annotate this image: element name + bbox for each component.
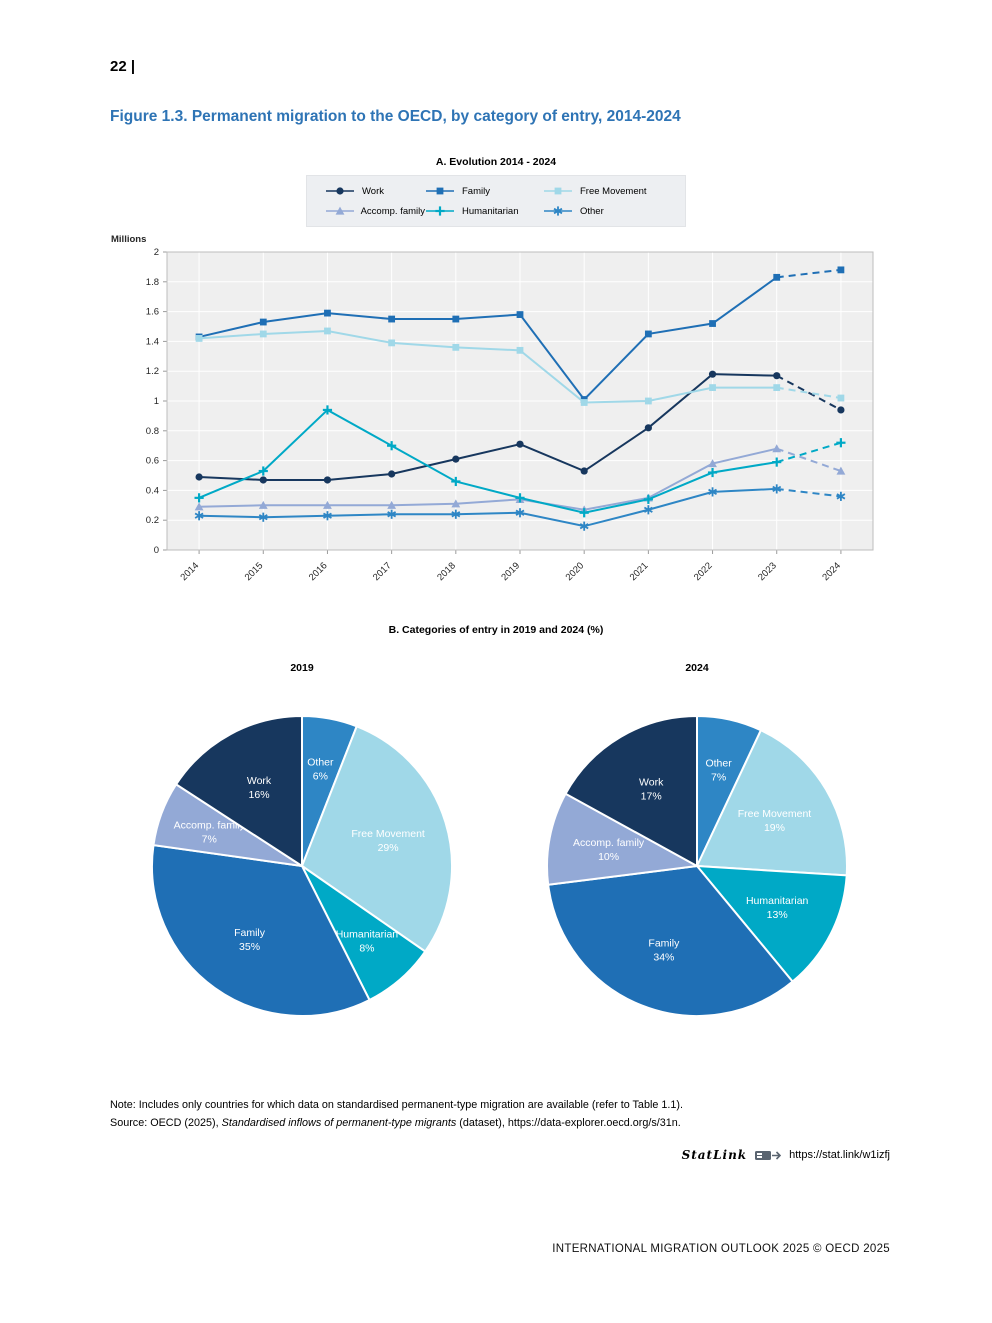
chart-legend: Work Family Free Movement Accomp. family Hum…	[306, 175, 686, 227]
figure-notes: Note: Includes only countries for which …	[110, 1096, 895, 1133]
x-tick-label: 2019	[499, 560, 522, 583]
y-tick-label: 1.6	[146, 307, 159, 318]
y-tick-label: 0.8	[146, 426, 159, 437]
pie-slice-free-movement	[300, 725, 453, 953]
legend-label: Other	[580, 205, 604, 217]
pie-slice-label-accomp-family: Accomp. family 7%	[174, 819, 246, 845]
y-tick-label: 0.6	[146, 456, 159, 467]
x-tick-label: 2020	[564, 560, 587, 583]
x-tick-label: 2016	[307, 560, 330, 583]
y-tick-label: 1.2	[146, 366, 159, 377]
source-suffix: (dataset), https://data-explorer.oecd.or…	[456, 1117, 681, 1130]
pie-slice-family	[547, 864, 795, 1017]
pie-chart-2024: Other 7%Free Movement 19% Humanitarian 13% Fa…	[546, 714, 848, 1017]
square-marker-icon	[426, 187, 454, 195]
x-tick-label: 2015	[243, 560, 266, 583]
pie-slice-label-other: Other 7%	[705, 757, 732, 783]
legend-item-other: Other	[543, 205, 667, 217]
series-projection-family	[776, 268, 842, 279]
legend-label: Free Movement	[580, 185, 647, 197]
legend-label: Family	[462, 185, 490, 197]
x-tick-label: 2017	[371, 560, 394, 583]
legend-item-family: Family	[425, 185, 543, 197]
asterisk-marker-icon	[544, 206, 572, 216]
series-projection-other	[776, 487, 842, 498]
source-prefix: Source: OECD (2025),	[110, 1117, 222, 1130]
y-tick-label: 0.4	[146, 485, 159, 496]
figure-title: Figure 1.3. Permanent migration to the O…	[110, 108, 681, 125]
x-tick-label: 2021	[628, 560, 651, 583]
pie-slice-accomp-family	[546, 792, 701, 886]
pie-slice-label-free-movement: Free Movement 19%	[738, 808, 812, 834]
panel-a-title: A. Evolution 2014 - 2024	[435, 156, 557, 168]
pie-slice-label-work: Work 16%	[247, 775, 272, 801]
pie-slice-free-movement	[695, 728, 848, 877]
series-line-accomp-family	[199, 447, 777, 511]
y-tick-label: 2	[154, 247, 159, 258]
pie-chart-2019-block: 2019 Other 6% Free Movement 29% Humanitarian…	[142, 662, 462, 1031]
x-tick-label: 2022	[692, 560, 715, 583]
pie-slice-label-family: Family 35%	[234, 927, 266, 953]
running-footer: INTERNATIONAL MIGRATION OUTLOOK 2025 © O…	[552, 1243, 890, 1255]
series-line-other	[199, 487, 777, 528]
series-line-humanitarian	[198, 408, 777, 514]
series-line-family	[198, 276, 778, 402]
page-number: 22 |	[110, 58, 136, 75]
pie-slice-label-free-movement: Free Movement 29%	[351, 828, 425, 854]
pie-slice-family	[151, 843, 371, 1017]
legend-item-accomp-family: Accomp. family	[325, 205, 425, 217]
x-tick-label: 2014	[178, 560, 201, 583]
y-tick-label: 0	[154, 545, 159, 556]
series-line-work	[199, 373, 777, 481]
pie-slice-label-family: Family 34%	[648, 938, 680, 964]
y-tick-label: 1.4	[146, 336, 159, 347]
note-text: Note: Includes only countries for which …	[110, 1099, 683, 1111]
pie-chart-2024-block: 2024 Other 7% Free Movement 19% Humanitarian…	[537, 662, 857, 1031]
series-projection-free-movement	[776, 386, 842, 400]
source-line: Source: OECD (2025), Standardised inflow…	[110, 1114, 895, 1132]
x-tick-label: 2024	[820, 560, 843, 583]
pie-slice-label-accomp-family: Accomp. family 10%	[573, 837, 645, 863]
legend-item-work: Work	[325, 185, 425, 197]
pie-slice-label-humanitarian: Humanitarian 8%	[336, 929, 399, 955]
pie-slice-label-work: Work 17%	[639, 777, 664, 803]
y-tick-label: 1.8	[146, 277, 159, 288]
pie-2019-title: 2019	[290, 662, 314, 674]
legend-item-free-movement: Free Movement	[543, 185, 667, 197]
panel-b-title: B. Categories of entry in 2019 and 2024 …	[388, 624, 604, 636]
triangle-marker-icon	[326, 206, 354, 215]
legend-item-humanitarian: Humanitarian	[425, 205, 543, 217]
series-projection-work	[776, 374, 842, 411]
statlink-logo: StatLink	[681, 1148, 748, 1162]
source-italic: Standardised inflows of permanent-type m…	[221, 1117, 457, 1130]
y-axis-label: Millions	[111, 234, 146, 245]
circle-marker-icon	[326, 187, 354, 195]
x-tick-label: 2018	[435, 560, 458, 583]
y-tick-label: 1	[154, 396, 159, 407]
pie-slice-humanitarian	[694, 864, 848, 983]
pie-2024-title: 2024	[685, 662, 709, 674]
statlink-row: StatLink https://stat.link/w1izfj	[110, 1148, 890, 1162]
series-line-free-movement	[199, 329, 777, 404]
pie-slice-label-humanitarian: Humanitarian 13%	[746, 895, 809, 921]
pie-chart-2019: Other 6% Free Movement 29% Humanitarian 8% Fam…	[151, 714, 453, 1017]
evolution-line-chart: 0 0.2 0.4 0.6 0.8 1 1.2 1.4 1.6 1.8 2 Millions 2014 2…	[111, 234, 874, 583]
y-tick-label: 0.2	[146, 515, 159, 526]
pie-slice-work	[174, 714, 303, 868]
legend-label: Humanitarian	[462, 205, 519, 217]
x-tick-label: 2023	[756, 560, 779, 583]
plus-marker-icon	[426, 206, 454, 216]
legend-label: Work	[362, 185, 384, 197]
pie-slice-work	[564, 714, 698, 868]
square-marker-icon	[544, 187, 572, 195]
legend-label: Accomp. family	[360, 205, 425, 217]
pie-slice-label-other: Other 6%	[307, 757, 334, 783]
statlink-url[interactable]: https://stat.link/w1izfj	[789, 1149, 890, 1161]
note-line: Note: Includes only countries for which …	[110, 1096, 895, 1114]
statlink-icon	[755, 1150, 782, 1160]
